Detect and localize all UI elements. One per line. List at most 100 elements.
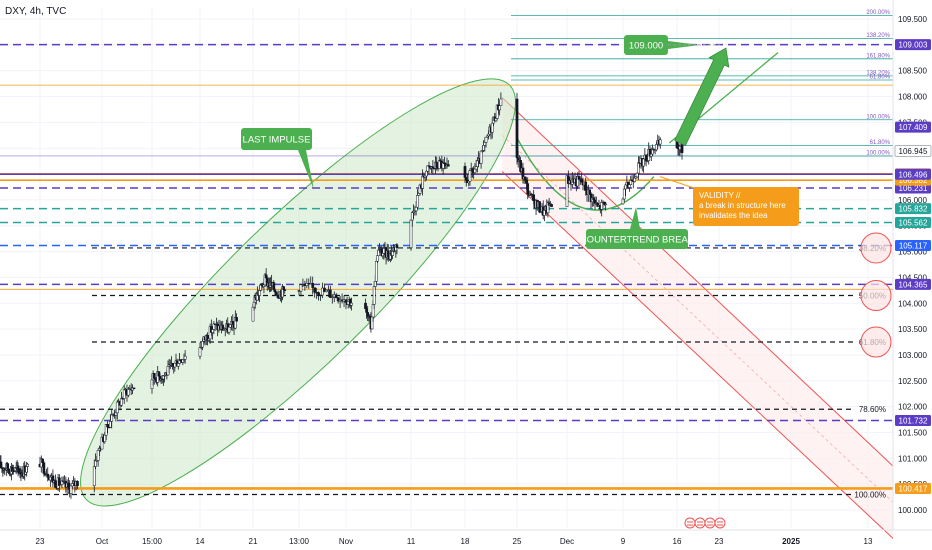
candle-body (658, 139, 662, 145)
price-tag[interactable] (895, 217, 931, 229)
candle-body (211, 329, 214, 333)
candle-body (103, 434, 107, 442)
candle-body (317, 292, 320, 296)
price-tag-text: 109.003 (899, 41, 928, 50)
fib-extension-label: 138.20% (866, 33, 890, 39)
candle-body (48, 476, 52, 481)
price-axis-tick-label: 101.000 (898, 454, 927, 463)
candle-body (593, 199, 597, 204)
candle-body (198, 347, 202, 357)
price-tag-text: 106.382 (899, 176, 928, 185)
candle-body (132, 387, 136, 389)
candle-body (330, 296, 334, 298)
channel-upper-line[interactable] (501, 97, 894, 467)
fib-extension-label: 61.80% (870, 140, 891, 146)
candle-body (642, 158, 645, 167)
price-axis-tick-label: 100.000 (898, 506, 927, 515)
candle-body (538, 201, 541, 213)
candle-body (482, 145, 485, 151)
time-axis-tick-label: 9 (621, 537, 626, 546)
fib-extension-label: 61.80% (870, 74, 891, 80)
channel-lower-line[interactable] (501, 171, 894, 539)
fib-extension-label: 100.00% (866, 114, 890, 120)
price-axis-tick-label: 108.000 (898, 93, 927, 102)
price-axis-tick-label: 104.500 (898, 273, 927, 282)
event-flag-icon[interactable] (684, 517, 696, 529)
candle-body (550, 204, 553, 207)
price-tag[interactable] (895, 121, 931, 133)
candle-body (649, 153, 653, 157)
rounding-bottom-arc[interactable] (516, 137, 655, 211)
fib-highlight-circle (860, 232, 892, 264)
price-axis-tick-label: 102.000 (898, 403, 927, 412)
candle-body (463, 166, 467, 178)
price-tag[interactable] (895, 482, 931, 494)
last-impulse-ellipse[interactable] (36, 34, 560, 550)
price-axis-tick-label: 102.500 (898, 377, 927, 386)
candle-body (227, 326, 231, 333)
last-impulse-callout[interactable]: LAST IMPULSE (241, 128, 314, 190)
price-tag[interactable] (895, 168, 931, 180)
validity-callout[interactable]: VALIDITY //a break in structure hereinva… (659, 176, 799, 226)
candle-body (523, 176, 527, 181)
target-arrow[interactable] (674, 47, 730, 147)
candle-body (644, 154, 648, 162)
candle-body (604, 203, 608, 205)
time-axis-tick-label: Nov (339, 537, 353, 546)
candle-body (474, 166, 478, 170)
candle-body (588, 189, 592, 194)
countertrend-break-callout[interactable]: COUNTERTREND BREAK (580, 207, 695, 249)
candle-body (417, 193, 421, 196)
price-axis[interactable] (893, 0, 932, 550)
candle-body (425, 170, 428, 177)
price-tag-text: 101.732 (899, 416, 928, 425)
event-flag-icon[interactable] (694, 517, 706, 529)
candle-body (592, 197, 596, 201)
candle-body (600, 202, 604, 210)
event-flag-icon[interactable] (714, 517, 726, 529)
candle-body (487, 133, 490, 137)
price-tag[interactable] (895, 240, 931, 252)
price-tag[interactable] (895, 414, 931, 426)
time-axis-tick-label: 23 (715, 537, 724, 546)
time-axis-tick-label: 13 (864, 537, 873, 546)
validity-box (693, 187, 799, 226)
candle-body (231, 321, 235, 325)
candle-body (532, 194, 536, 201)
price-tag[interactable] (895, 203, 931, 215)
price-tag[interactable] (895, 278, 931, 290)
price-tag-text: 106.231 (899, 184, 928, 193)
validity-title: VALIDITY // (699, 191, 741, 200)
candle-body (637, 162, 640, 174)
time-axis-tick-label: 15:00 (142, 537, 163, 546)
candle-body (26, 463, 29, 467)
time-axis-tick-label: 18 (461, 537, 470, 546)
candle-body (484, 136, 488, 143)
price-tag-text: 105.832 (899, 205, 928, 214)
price-axis-tick-label: 109.500 (898, 15, 927, 24)
candle-body (299, 284, 303, 292)
candle-body (67, 482, 70, 488)
candle-body (409, 219, 413, 248)
candle-body (526, 183, 530, 195)
candle-body (584, 181, 588, 191)
price-tag[interactable] (895, 39, 931, 51)
candle-body (410, 212, 414, 221)
candle-body (622, 188, 626, 200)
candle-body (515, 98, 519, 159)
time-axis-tick-label: 13:00 (289, 537, 310, 546)
fib-extension-label: 100.00% (866, 150, 890, 156)
last-price-tag[interactable] (894, 145, 932, 158)
fib-extension-label: 138.20% (866, 70, 890, 76)
event-flag-icon[interactable] (704, 517, 716, 529)
last-impulse-callout-box (241, 128, 312, 150)
candle-body (110, 414, 114, 422)
fib-highlight-circle (860, 280, 892, 312)
candle-body (235, 317, 238, 322)
descending-channel-fill (502, 97, 893, 539)
candle-body (525, 179, 528, 184)
candle-body (313, 287, 317, 293)
candle-body (305, 283, 309, 286)
